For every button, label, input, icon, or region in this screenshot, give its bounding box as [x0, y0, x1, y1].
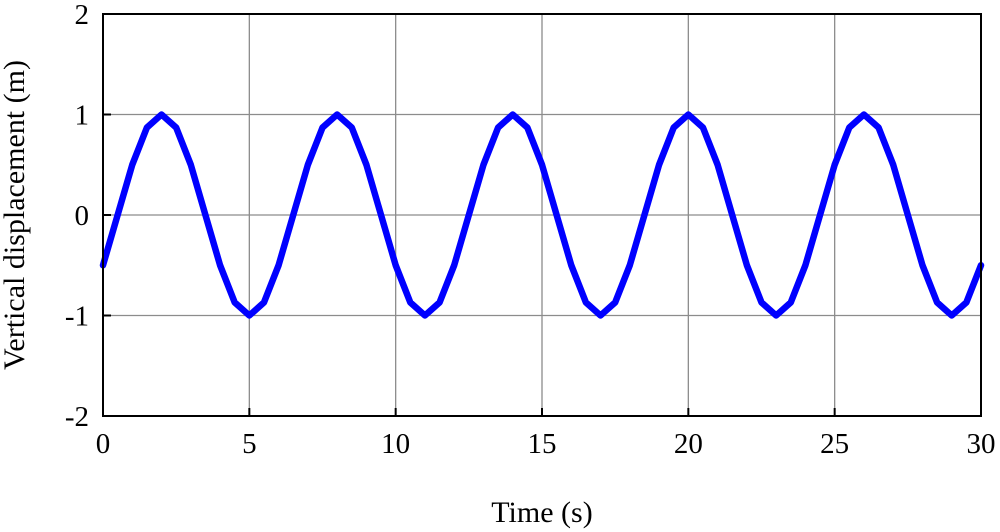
x-tick-label: 5: [242, 428, 257, 460]
x-axis-title: Time (s): [491, 496, 592, 529]
y-axis-title: Vertical displacement (m): [0, 60, 31, 370]
x-axis-tick-labels: 0 5 10 15 20 25 30: [96, 428, 996, 460]
series-line-0: [99, 111, 985, 319]
grid: [102, 13, 982, 417]
series-group: [99, 111, 985, 319]
y-tick-label: 2: [75, 0, 90, 31]
x-tick-label: 15: [528, 428, 557, 460]
y-axis-tick-labels: -2 -1 0 1 2: [65, 0, 89, 433]
y-tick-label: 1: [75, 100, 90, 132]
y-tick-label: 0: [75, 200, 90, 232]
x-tick-label: 10: [381, 428, 410, 460]
y-tick-label: -2: [65, 401, 89, 433]
x-tick-label: 0: [96, 428, 111, 460]
x-tick-label: 20: [674, 428, 703, 460]
y-tick-label: -1: [65, 301, 89, 333]
x-tick-label: 25: [820, 428, 849, 460]
axis-ticks: [102, 13, 982, 417]
x-tick-label: 30: [967, 428, 996, 460]
